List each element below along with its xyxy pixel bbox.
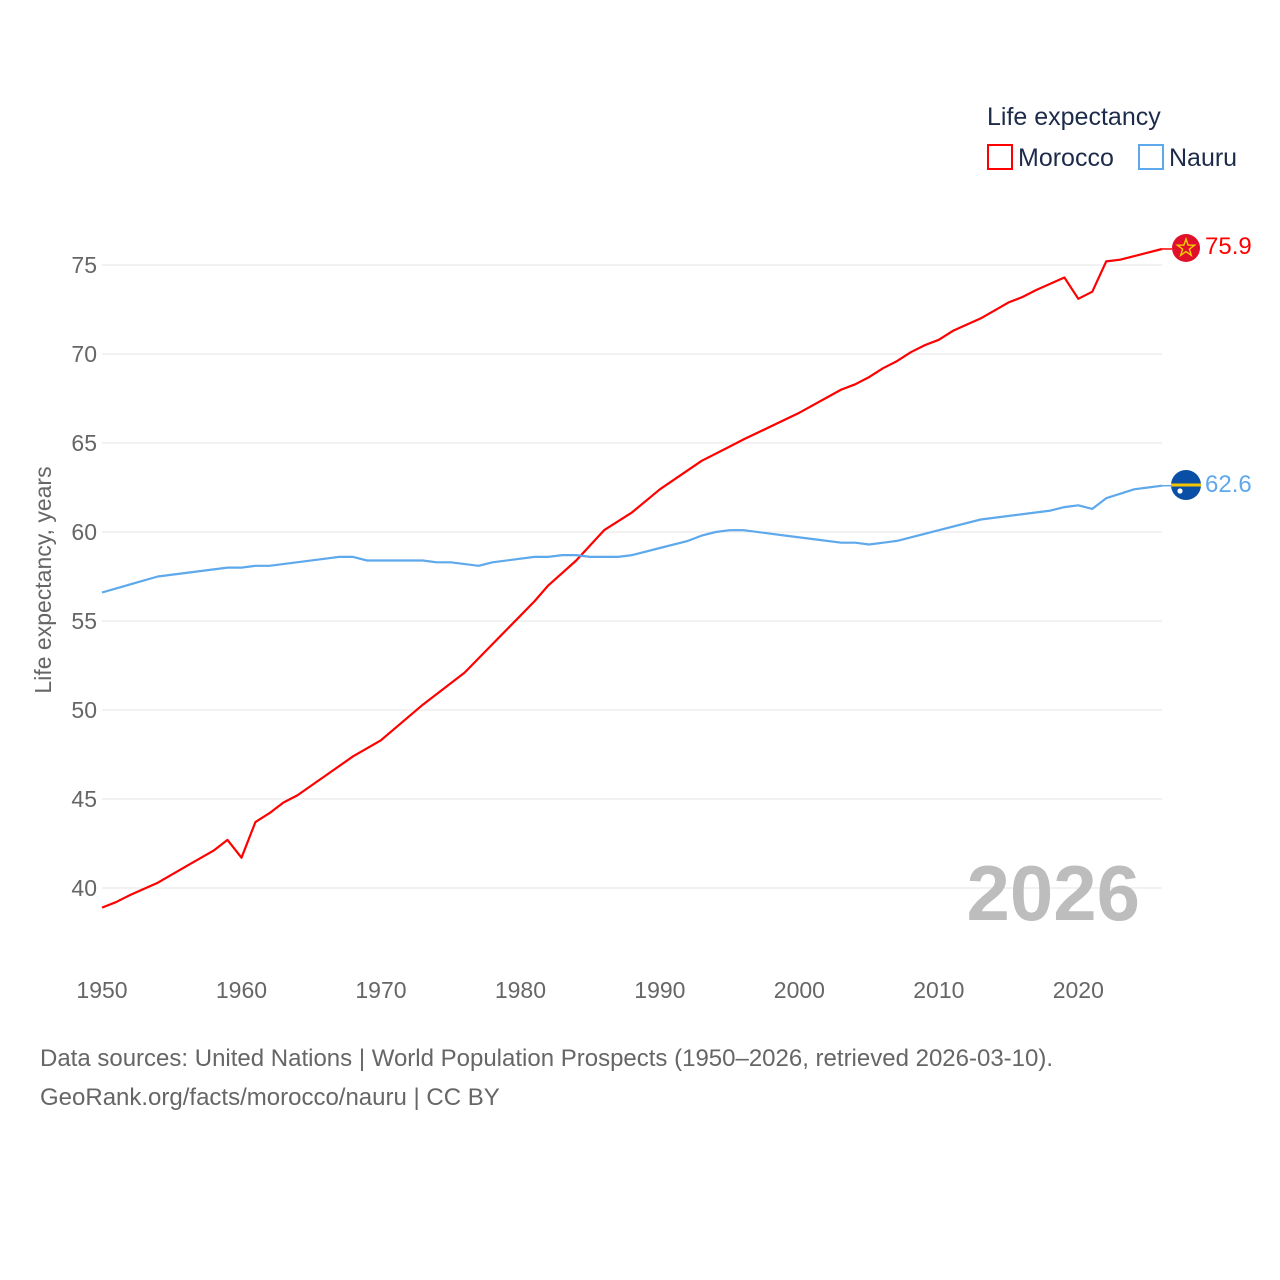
y-tick-label: 55 xyxy=(71,608,97,634)
legend-item-morocco[interactable]: Morocco xyxy=(987,144,1114,172)
legend-swatch-morocco xyxy=(987,144,1013,170)
morocco-flag-icon xyxy=(1172,234,1200,262)
nauru-flag-icon xyxy=(1171,470,1201,500)
legend-label-nauru: Nauru xyxy=(1169,144,1237,172)
year-watermark: 2026 xyxy=(966,849,1140,937)
legend-title: Life expectancy xyxy=(987,103,1161,131)
y-tick-label: 45 xyxy=(71,786,97,812)
y-tick-label: 50 xyxy=(71,697,97,723)
y-tick-label: 65 xyxy=(71,430,97,456)
y-tick-label: 60 xyxy=(71,519,97,545)
series-line-nauru xyxy=(101,484,1163,594)
legend-item-nauru[interactable]: Nauru xyxy=(1138,144,1237,172)
x-tick-label: 1990 xyxy=(634,977,685,1003)
x-axis-ticks: 1950 1960 1970 1980 1990 2000 2010 2020 xyxy=(76,977,1103,1003)
x-tick-label: 1980 xyxy=(495,977,546,1003)
gridlines xyxy=(102,264,1162,889)
legend-swatch-nauru xyxy=(1138,144,1164,170)
x-tick-label: 2000 xyxy=(774,977,825,1003)
x-tick-label: 2020 xyxy=(1053,977,1104,1003)
series-lines xyxy=(101,247,1172,909)
series-line-morocco xyxy=(101,247,1163,909)
x-tick-label: 1960 xyxy=(216,977,267,1003)
data-sources-text: Data sources: United Nations | World Pop… xyxy=(40,1045,1054,1072)
x-tick-label: 2010 xyxy=(913,977,964,1003)
credit-link[interactable]: GeoRank.org/facts/morocco/nauru | CC BY xyxy=(40,1084,500,1111)
y-tick-label: 75 xyxy=(71,252,97,278)
y-axis-ticks: 40 45 50 55 60 65 70 75 xyxy=(71,252,97,901)
x-tick-label: 1950 xyxy=(76,977,127,1003)
end-label-morocco: 75.9 xyxy=(1205,233,1252,260)
legend: Life expectancy Morocco Nauru xyxy=(987,103,1237,172)
y-tick-label: 70 xyxy=(71,341,97,367)
legend-label-morocco: Morocco xyxy=(1018,144,1114,172)
end-label-nauru: 62.6 xyxy=(1205,471,1252,498)
y-axis-label: Life expectancy, years xyxy=(30,466,56,693)
y-tick-label: 40 xyxy=(71,875,97,901)
x-tick-label: 1970 xyxy=(355,977,406,1003)
